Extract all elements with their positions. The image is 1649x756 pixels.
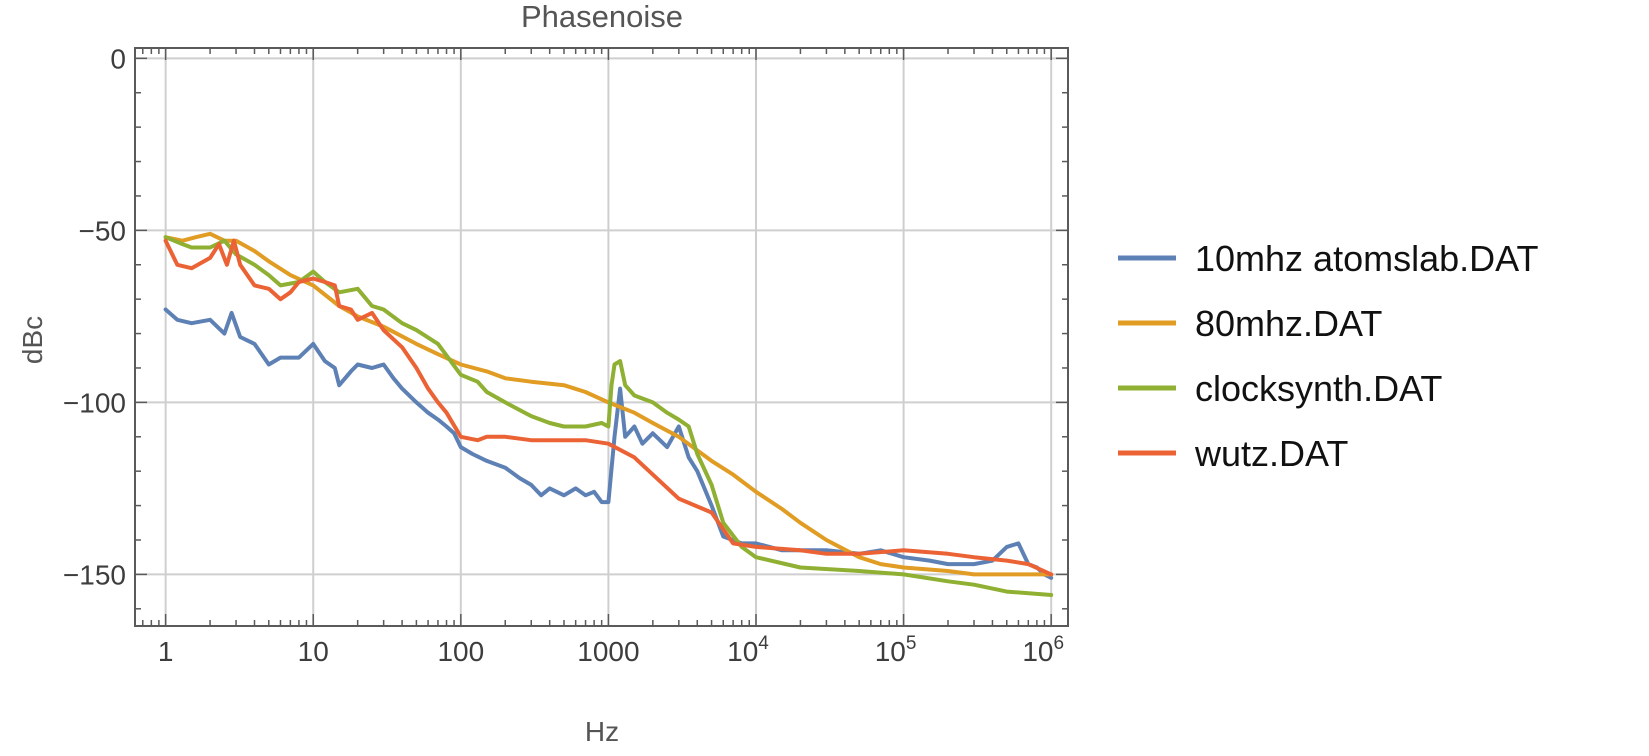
legend-label: 10mhz atomslab.DAT: [1195, 238, 1538, 279]
legend: 10mhz atomslab.DAT 80mhz.DAT clocksynth.DA…: [1118, 238, 1538, 474]
legend-label: clocksynth.DAT: [1195, 368, 1442, 409]
y-tick-label: −100: [63, 387, 126, 418]
y-axis-label: dBc: [17, 316, 48, 364]
legend-item: wutz.DAT: [1118, 433, 1348, 474]
x-tick-label: 104: [727, 633, 769, 667]
x-tick-label: 1000: [577, 636, 639, 667]
chart-title: Phasenoise: [521, 0, 683, 34]
legend-label: wutz.DAT: [1194, 433, 1348, 474]
tick-labels: 1 10 100 1000 104 105 106 0 −50 −100 −150: [63, 43, 1064, 667]
legend-item: 10mhz atomslab.DAT: [1118, 238, 1538, 279]
series-line-4: [163, 238, 1054, 577]
ticks: [135, 48, 1068, 626]
grid: [135, 48, 1068, 626]
x-tick-label: 106: [1022, 633, 1064, 667]
x-tick-label: 1: [158, 636, 174, 667]
y-tick-label: −150: [63, 559, 126, 590]
legend-label: 80mhz.DAT: [1195, 303, 1382, 344]
x-axis-label: Hz: [585, 716, 619, 747]
legend-item: clocksynth.DAT: [1118, 368, 1442, 409]
y-tick-label: −50: [79, 215, 127, 246]
x-tick-label: 105: [875, 633, 917, 667]
series-layer: [163, 231, 1054, 597]
y-tick-label: 0: [110, 43, 126, 74]
x-tick-label: 10: [298, 636, 329, 667]
plot-frame: [134, 47, 1069, 627]
x-tick-label: 100: [437, 636, 484, 667]
legend-item: 80mhz.DAT: [1118, 303, 1382, 344]
